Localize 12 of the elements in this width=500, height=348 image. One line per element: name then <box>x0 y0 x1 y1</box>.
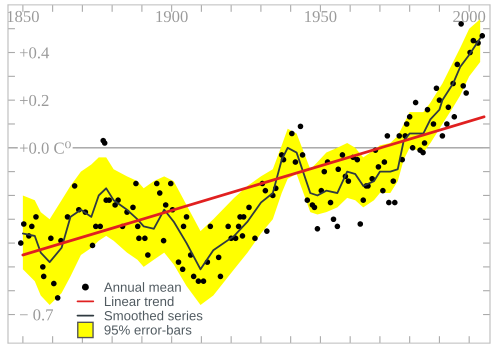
legend-label: Linear trend <box>104 296 174 306</box>
legend-label: Annual mean <box>104 282 181 292</box>
y-tick-label: +0.4 <box>20 47 50 59</box>
x-tick-label: 2000 <box>453 10 486 22</box>
annotation: 95% error-bars <box>104 324 192 335</box>
legend-label: Smoothed series <box>104 310 202 320</box>
x-tick-label: 1900 <box>156 10 188 22</box>
x-tick-label: 1850 <box>8 10 39 22</box>
x-tick-label: 1950 <box>305 10 336 22</box>
y-tick-label: − 0.7 <box>20 309 54 321</box>
y-tick-label: +0.0 C⁰ <box>20 141 71 154</box>
y-tick-label: +0.2 <box>20 94 48 106</box>
